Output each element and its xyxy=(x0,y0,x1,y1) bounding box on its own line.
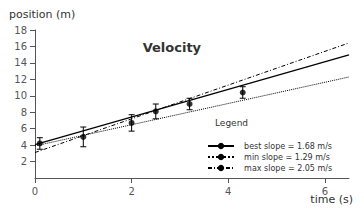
svg-text:best slope = 1.68 m/s: best slope = 1.68 m/s xyxy=(239,142,332,151)
svg-text:Legend: Legend xyxy=(215,118,248,128)
svg-text:10: 10 xyxy=(14,90,27,101)
svg-text:2: 2 xyxy=(128,186,134,197)
svg-text:4: 4 xyxy=(21,140,27,151)
svg-text:position (m): position (m) xyxy=(9,8,75,21)
svg-text:6: 6 xyxy=(21,123,27,134)
svg-text:12: 12 xyxy=(14,74,27,85)
svg-text:0: 0 xyxy=(32,186,38,197)
svg-text:time (s): time (s) xyxy=(310,193,353,206)
svg-text:max slope = 2.05 m/s: max slope = 2.05 m/s xyxy=(239,164,332,173)
svg-text:6: 6 xyxy=(321,185,328,197)
svg-text:14: 14 xyxy=(14,57,27,68)
svg-text:4: 4 xyxy=(225,186,231,197)
svg-text:18: 18 xyxy=(14,25,27,36)
svg-text:8: 8 xyxy=(21,107,27,118)
svg-text:Velocity: Velocity xyxy=(143,40,202,55)
svg-text:min slope = 1.29 m/s: min slope = 1.29 m/s xyxy=(239,153,330,162)
svg-text:2: 2 xyxy=(21,156,27,167)
svg-text:16: 16 xyxy=(14,41,27,52)
